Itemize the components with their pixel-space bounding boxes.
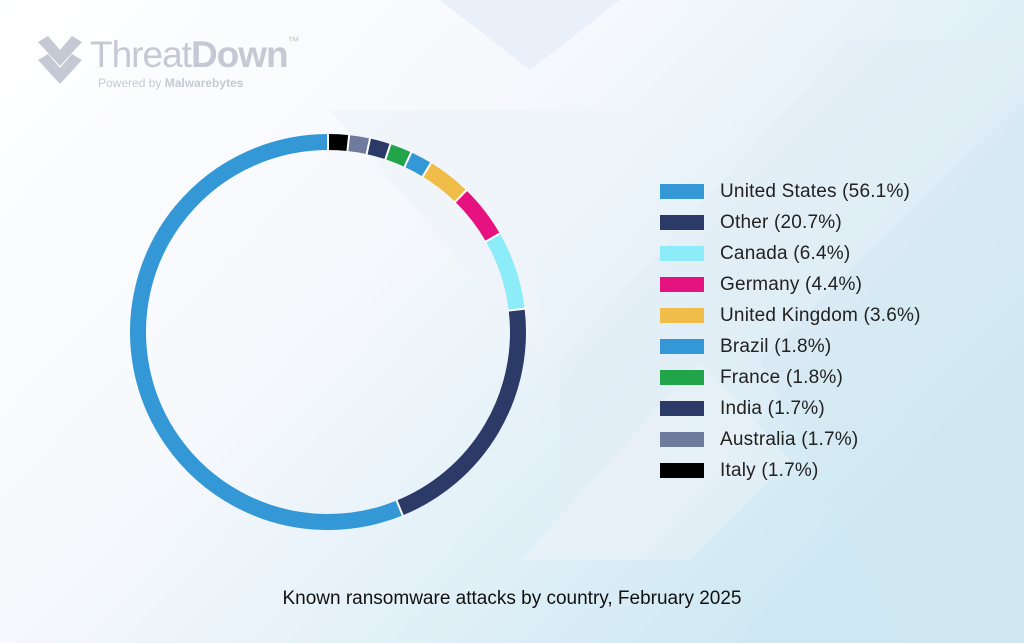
slice-separator-3 [484, 232, 502, 243]
threatdown-chevron-icon [38, 36, 82, 84]
legend-item-0: United States (56.1%) [660, 176, 921, 207]
legend-swatch-3 [660, 277, 704, 292]
legend-label-8: Australia (1.7%) [720, 428, 859, 450]
donut-slice-3 [455, 190, 500, 242]
legend-swatch-9 [660, 463, 704, 478]
legend-item-9: Italy (1.7%) [660, 455, 921, 486]
brand-tagline: Powered by Malwarebytes [98, 76, 244, 90]
legend-item-2: Canada (6.4%) [660, 238, 921, 269]
legend-swatch-1 [660, 215, 704, 230]
donut-slice-1 [396, 308, 526, 516]
slice-separator-6 [403, 151, 413, 169]
chart-legend: United States (56.1%) Other (20.7%) Canada… [660, 176, 921, 486]
donut-slice-0 [130, 134, 403, 530]
legend-label-1: Other (20.7%) [720, 211, 842, 233]
legend-swatch-0 [660, 184, 704, 199]
donut-slice-9 [327, 134, 350, 152]
legend-label-3: Germany (4.4%) [720, 273, 863, 295]
legend-item-6: France (1.8%) [660, 362, 921, 393]
legend-swatch-6 [660, 370, 704, 385]
donut-chart [130, 133, 526, 530]
donut-slice-4 [422, 162, 467, 202]
slice-separator-4 [453, 188, 468, 204]
legend-item-3: Germany (4.4%) [660, 269, 921, 300]
legend-item-1: Other (20.7%) [660, 207, 921, 238]
legend-item-4: United Kingdom (3.6%) [660, 300, 921, 331]
slice-separator-5 [421, 161, 433, 178]
legend-swatch-5 [660, 339, 704, 354]
legend-item-8: Australia (1.7%) [660, 424, 921, 455]
chart-title: Known ransomware attacks by country, Feb… [282, 588, 742, 609]
slice-separator-8 [365, 137, 372, 156]
donut-slice-7 [366, 138, 391, 160]
legend-label-2: Canada (6.4%) [720, 242, 851, 264]
donut-slice-5 [404, 152, 432, 177]
slice-separator-9 [346, 134, 351, 153]
legend-label-6: France (1.8%) [720, 366, 843, 388]
slice-separator-2 [507, 307, 526, 312]
donut-slice-2 [485, 233, 525, 311]
legend-label-5: Brazil (1.8%) [720, 335, 832, 357]
slice-separator-7 [384, 142, 392, 161]
legend-swatch-4 [660, 308, 704, 323]
legend-item-5: Brazil (1.8%) [660, 331, 921, 362]
legend-label-9: Italy (1.7%) [720, 459, 819, 481]
legend-swatch-8 [660, 432, 704, 447]
legend-label-4: United Kingdom (3.6%) [720, 304, 921, 326]
slice-separator-1 [395, 499, 404, 517]
legend-label-7: India (1.7%) [720, 397, 825, 419]
legend-swatch-2 [660, 246, 704, 261]
donut-slice-6 [385, 144, 412, 167]
brand-name: ThreatDown™ [90, 34, 300, 75]
legend-item-7: India (1.7%) [660, 393, 921, 424]
donut-slice-8 [347, 135, 371, 155]
legend-label-0: United States (56.1%) [720, 180, 911, 202]
legend-swatch-7 [660, 401, 704, 416]
